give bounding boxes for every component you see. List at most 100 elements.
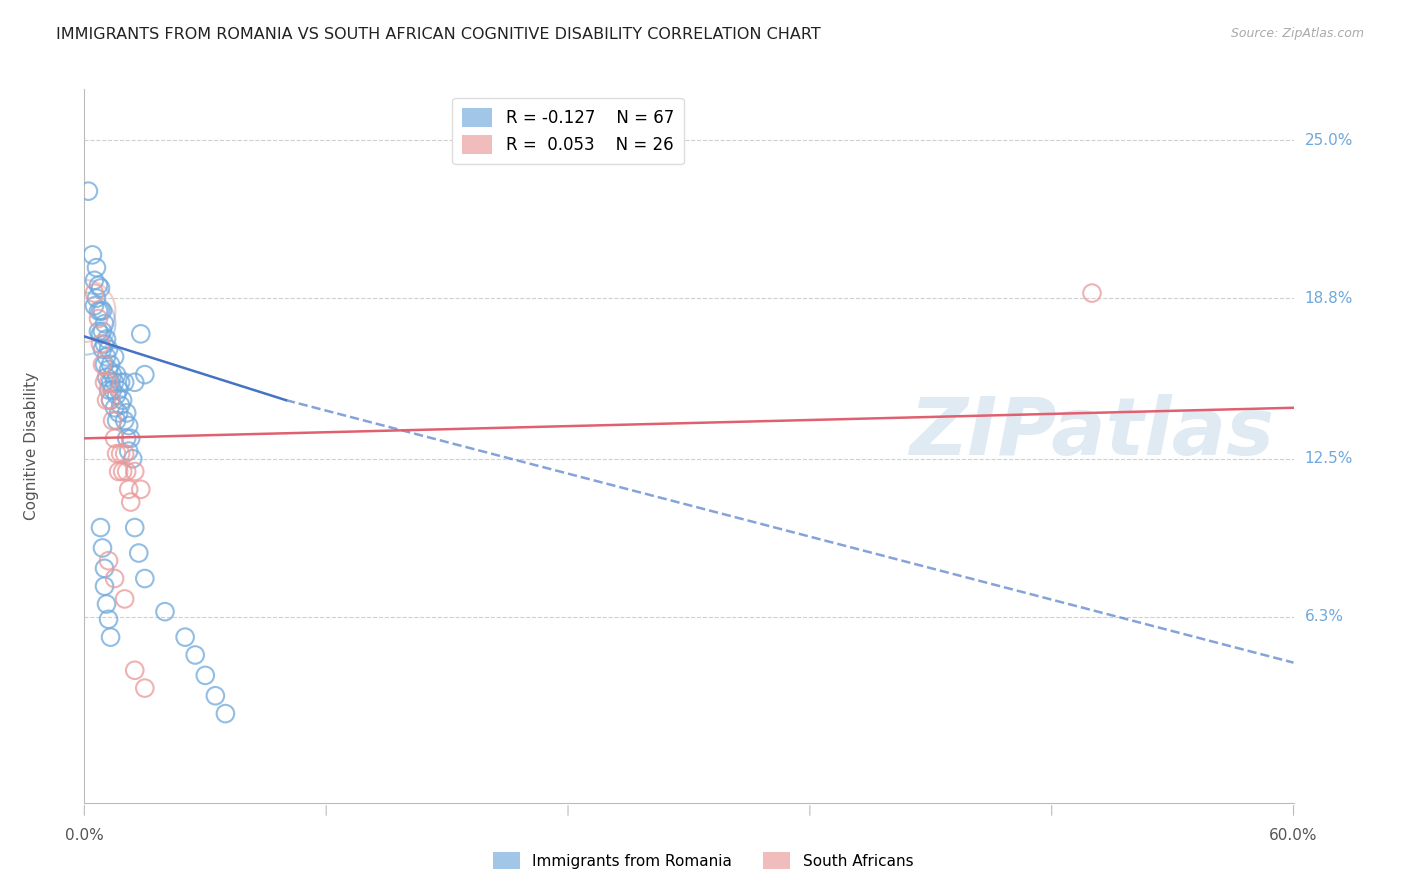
Point [77,184,100,198]
Point [73,304,96,318]
Point [101,383,124,397]
Point [86,291,108,305]
Point [100,393,122,408]
Point [104,431,127,445]
Point [93,376,115,390]
Point [114,376,136,390]
Point [114,413,136,427]
Point [124,465,146,479]
Point [91,358,114,372]
Point [1081,286,1104,301]
Point [97,612,120,626]
Point [100,358,122,372]
Point [89,326,111,341]
Point [96,350,118,364]
Point [115,431,138,445]
Point [111,393,134,408]
Point [96,370,118,384]
Point [97,383,120,397]
Point [114,591,136,606]
Point [97,342,120,356]
Legend: R = -0.127    N = 67, R =  0.053    N = 26: R = -0.127 N = 67, R = 0.053 N = 26 [453,97,683,164]
Point [83,286,105,301]
Point [83,273,105,287]
Point [110,398,132,412]
Point [97,376,120,390]
Point [89,520,111,534]
Point [93,561,115,575]
Point [96,597,118,611]
Point [97,362,120,376]
Point [100,630,122,644]
Point [91,541,114,555]
Point [96,393,118,408]
Point [120,431,142,445]
Point [83,299,105,313]
Point [118,483,141,497]
Point [82,248,104,262]
Point [107,406,129,420]
Text: 25.0%: 25.0% [1305,133,1353,148]
Point [124,663,146,677]
Point [120,495,142,509]
Point [174,630,197,644]
Text: 60.0%: 60.0% [1270,828,1317,843]
Point [124,520,146,534]
Text: ZIPatlas: ZIPatlas [910,394,1274,472]
Point [105,413,128,427]
Point [87,311,110,326]
Text: 0.0%: 0.0% [65,828,104,843]
Point [194,668,217,682]
Point [115,406,138,420]
Point [107,465,129,479]
Point [87,304,110,318]
Point [104,350,127,364]
Point [184,648,207,662]
Point [111,465,134,479]
Point [87,278,110,293]
Point [100,393,122,408]
Point [104,376,127,390]
Point [93,579,115,593]
Point [91,324,114,338]
Point [73,317,96,331]
Point [105,388,128,402]
Point [114,447,136,461]
Point [89,304,111,318]
Point [89,337,111,351]
Point [91,304,114,318]
Point [129,326,152,341]
Point [101,368,124,382]
Point [128,546,150,560]
Point [87,324,110,338]
Point [97,554,120,568]
Point [104,401,127,415]
Point [93,317,115,331]
Point [96,332,118,346]
Point [118,444,141,458]
Point [105,447,128,461]
Text: 12.5%: 12.5% [1305,451,1353,467]
Point [105,368,128,382]
Point [134,572,156,586]
Point [91,342,114,356]
Text: Source: ZipAtlas.com: Source: ZipAtlas.com [1230,27,1364,40]
Point [204,689,226,703]
Text: 18.8%: 18.8% [1305,291,1353,306]
Point [124,376,146,390]
Point [118,418,141,433]
Text: 6.3%: 6.3% [1305,609,1344,624]
Text: IMMIGRANTS FROM ROMANIA VS SOUTH AFRICAN COGNITIVE DISABILITY CORRELATION CHART: IMMIGRANTS FROM ROMANIA VS SOUTH AFRICAN… [56,27,821,42]
Point [101,413,124,427]
Point [214,706,236,721]
Point [115,465,138,479]
Point [100,376,122,390]
Point [153,605,176,619]
Point [121,451,143,466]
Text: Cognitive Disability: Cognitive Disability [24,372,39,520]
Point [134,368,156,382]
Point [110,447,132,461]
Point [93,337,115,351]
Legend: Immigrants from Romania, South Africans: Immigrants from Romania, South Africans [486,846,920,875]
Point [89,281,111,295]
